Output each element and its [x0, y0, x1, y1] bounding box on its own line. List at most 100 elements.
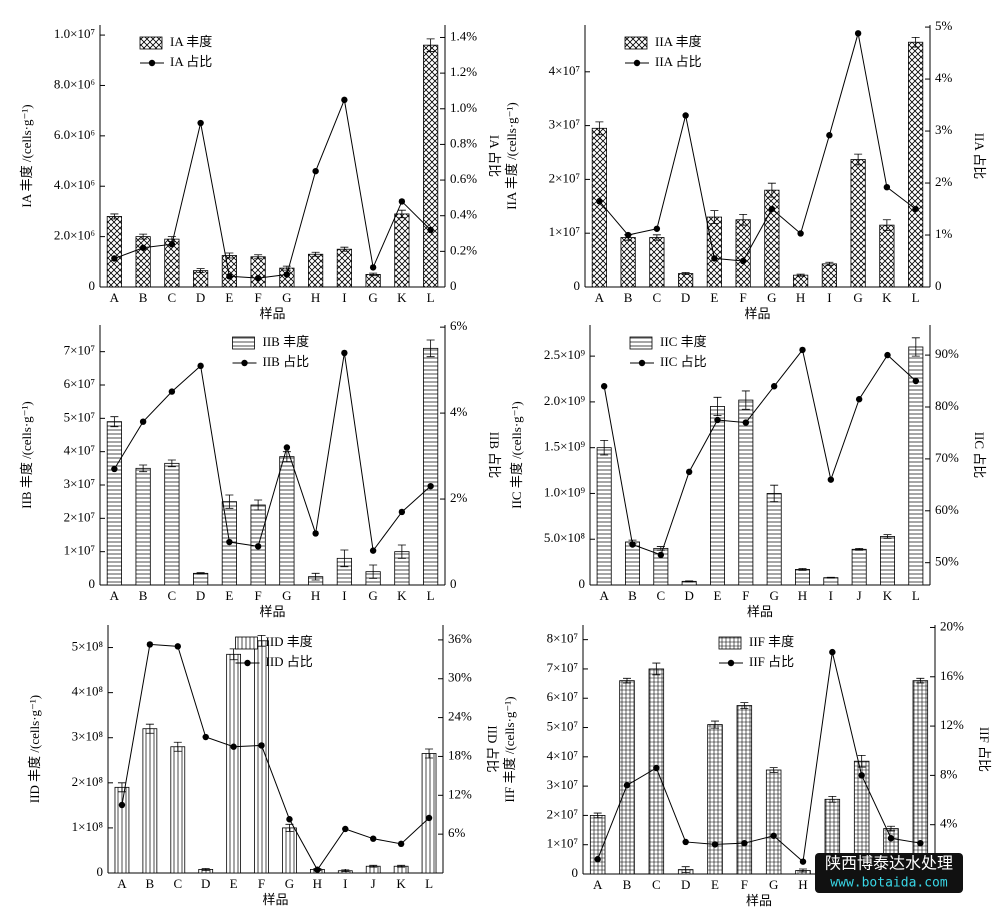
y2-tick-label: 5% [935, 18, 953, 33]
y2-tick-label: 4% [940, 816, 958, 831]
y-tick-label: 4×10⁷ [547, 748, 578, 763]
legend-swatch [235, 636, 258, 650]
ratio-point [657, 551, 665, 559]
x-tick-label: D [196, 588, 205, 603]
y2-tick-label: 0 [450, 278, 457, 293]
bar [649, 237, 665, 288]
ratio-point [258, 742, 265, 749]
ratio-point [714, 416, 721, 424]
x-tick-label: F [255, 290, 262, 305]
x-tick-label: G [368, 588, 377, 603]
x-tick-label: E [225, 290, 233, 305]
ratio-point [341, 96, 348, 104]
bar [282, 827, 297, 874]
error-bar [623, 677, 631, 684]
y-axis-label: IIB 丰度 /(cells·g⁻¹) [19, 401, 34, 509]
x-tick-label: K [883, 588, 893, 603]
legend-label: IA 丰度 [170, 34, 212, 49]
error-bar [167, 459, 176, 468]
x-tick-label: E [714, 588, 722, 603]
x-tick-label: K [397, 290, 407, 305]
ratio-point [682, 112, 689, 119]
y2-tick-label: 36% [448, 631, 472, 646]
ratio-line [113, 352, 431, 552]
x-tick-label: I [342, 588, 346, 603]
y2-axis-label: IA 占比 [487, 135, 502, 177]
error-bar [796, 273, 805, 277]
ratio-point [629, 541, 636, 548]
ratio-line [603, 348, 917, 556]
y-tick-label: 5×10⁷ [64, 409, 95, 424]
y2-tick-label: 24% [448, 709, 472, 724]
y-tick-label: 2.0×10⁹ [544, 393, 586, 408]
panel: 0 1×10⁷ 2×10⁷ 3×10⁷ 4×10⁷ 5×10⁷ 6×10⁷ 7×10⁷ 8×10… [502, 618, 992, 908]
legend-label: IIB 丰度 [263, 334, 310, 349]
ratio-point [912, 377, 920, 385]
panel: 0 2.0×10⁶ 4.0×10⁶ 6.0×10⁶ 8.0×10⁶ 1.0×10⁷ 0 0.2… [19, 25, 502, 321]
error-bar [681, 866, 690, 873]
y-axis-label: IID 丰度 /(cells·g⁻¹) [27, 695, 42, 803]
ratio-point [739, 257, 747, 265]
ratio-point [711, 841, 719, 848]
bar [423, 44, 439, 288]
ratio-point [139, 418, 147, 425]
x-tick-label: C [652, 877, 661, 892]
bar [308, 253, 324, 288]
ratio-point [623, 782, 631, 789]
bar [135, 236, 151, 288]
x-tick-label: A [599, 588, 609, 603]
y-tick-label: 4×10⁷ [549, 63, 580, 78]
bar [764, 189, 780, 288]
y2-tick-label: 60% [935, 502, 959, 517]
x-axis-label: 样品 [259, 306, 285, 321]
ratio-point [397, 840, 405, 848]
x-axis-label: 样品 [262, 892, 288, 907]
x-tick-label: D [681, 877, 690, 892]
y-tick-label: 5×10⁷ [547, 719, 578, 734]
y2-axis-label: IIA 占比 [972, 133, 987, 180]
y-tick-label: 1×10⁷ [64, 543, 95, 558]
error-bar [201, 868, 210, 871]
x-tick-label: I [343, 876, 347, 891]
y-tick-label: 6×10⁷ [64, 376, 95, 391]
bar [164, 462, 180, 586]
ratio-point [685, 468, 693, 476]
error-bar [855, 547, 864, 551]
x-tick-label: B [624, 290, 633, 305]
y-tick-label: 5.0×10⁸ [544, 530, 586, 545]
error-bar [595, 121, 604, 136]
error-bar [340, 549, 349, 568]
error-bar [425, 748, 434, 759]
y-tick-label: 0 [572, 865, 579, 880]
x-tick-label: G [769, 877, 778, 892]
legend-label: IIF 占比 [749, 654, 794, 669]
bar [226, 653, 242, 874]
watermark-text: 陕西博泰达水处理 [825, 854, 953, 873]
error-bar [652, 234, 661, 241]
ratio-point [286, 816, 293, 823]
x-tick-label: B [628, 588, 637, 603]
ratio-point [370, 835, 377, 842]
error-bar [173, 741, 182, 752]
x-tick-label: G [769, 588, 778, 603]
x-tick-label: F [258, 876, 265, 891]
ratio-point [342, 825, 349, 833]
x-tick-label: I [829, 588, 833, 603]
x-tick-label: C [656, 588, 665, 603]
error-bar [196, 572, 205, 575]
x-tick-label: E [710, 290, 718, 305]
legend-swatch [232, 336, 255, 350]
legend-label: IIA 占比 [655, 54, 702, 69]
y2-tick-label: 1% [935, 226, 953, 241]
error-bar [710, 210, 719, 224]
x-tick-label: F [742, 588, 749, 603]
y2-tick-label: 80% [935, 398, 959, 413]
x-tick-label: G [767, 290, 776, 305]
ratio-point [283, 444, 291, 451]
y2-axis-label: IID 占比 [485, 725, 500, 772]
legend-marker [241, 359, 248, 367]
error-bar [713, 396, 722, 417]
x-tick-label: E [711, 877, 719, 892]
error-bar [854, 153, 863, 166]
x-tick-label: H [796, 290, 805, 305]
